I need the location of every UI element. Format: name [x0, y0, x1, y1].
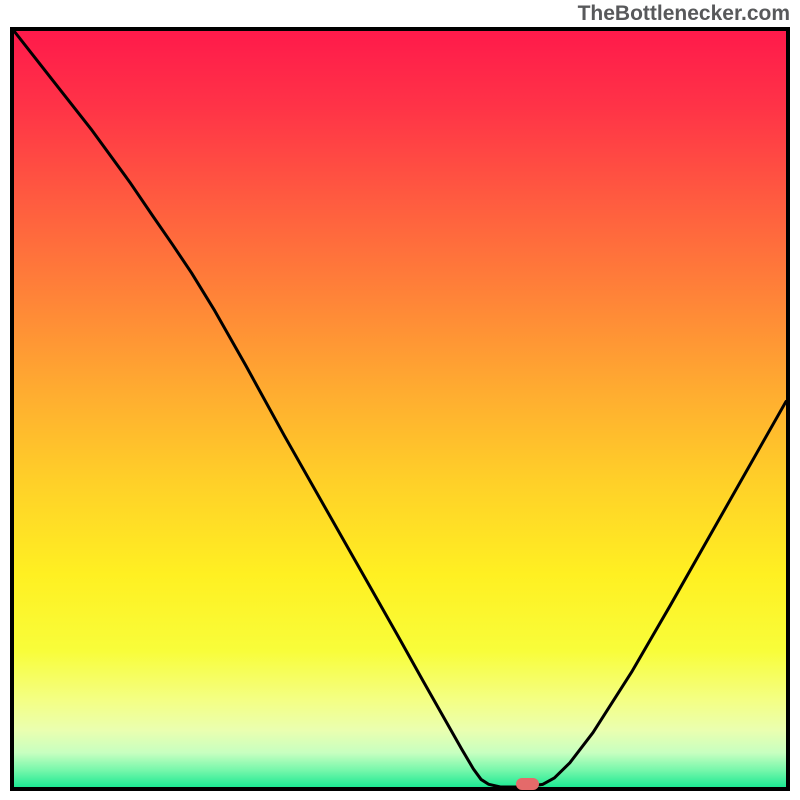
curve-svg [14, 31, 786, 787]
chart-container: TheBottlenecker.com [0, 0, 800, 800]
optimal-marker [516, 778, 539, 790]
watermark-text: TheBottlenecker.com [578, 2, 790, 26]
plot-area [10, 27, 790, 791]
